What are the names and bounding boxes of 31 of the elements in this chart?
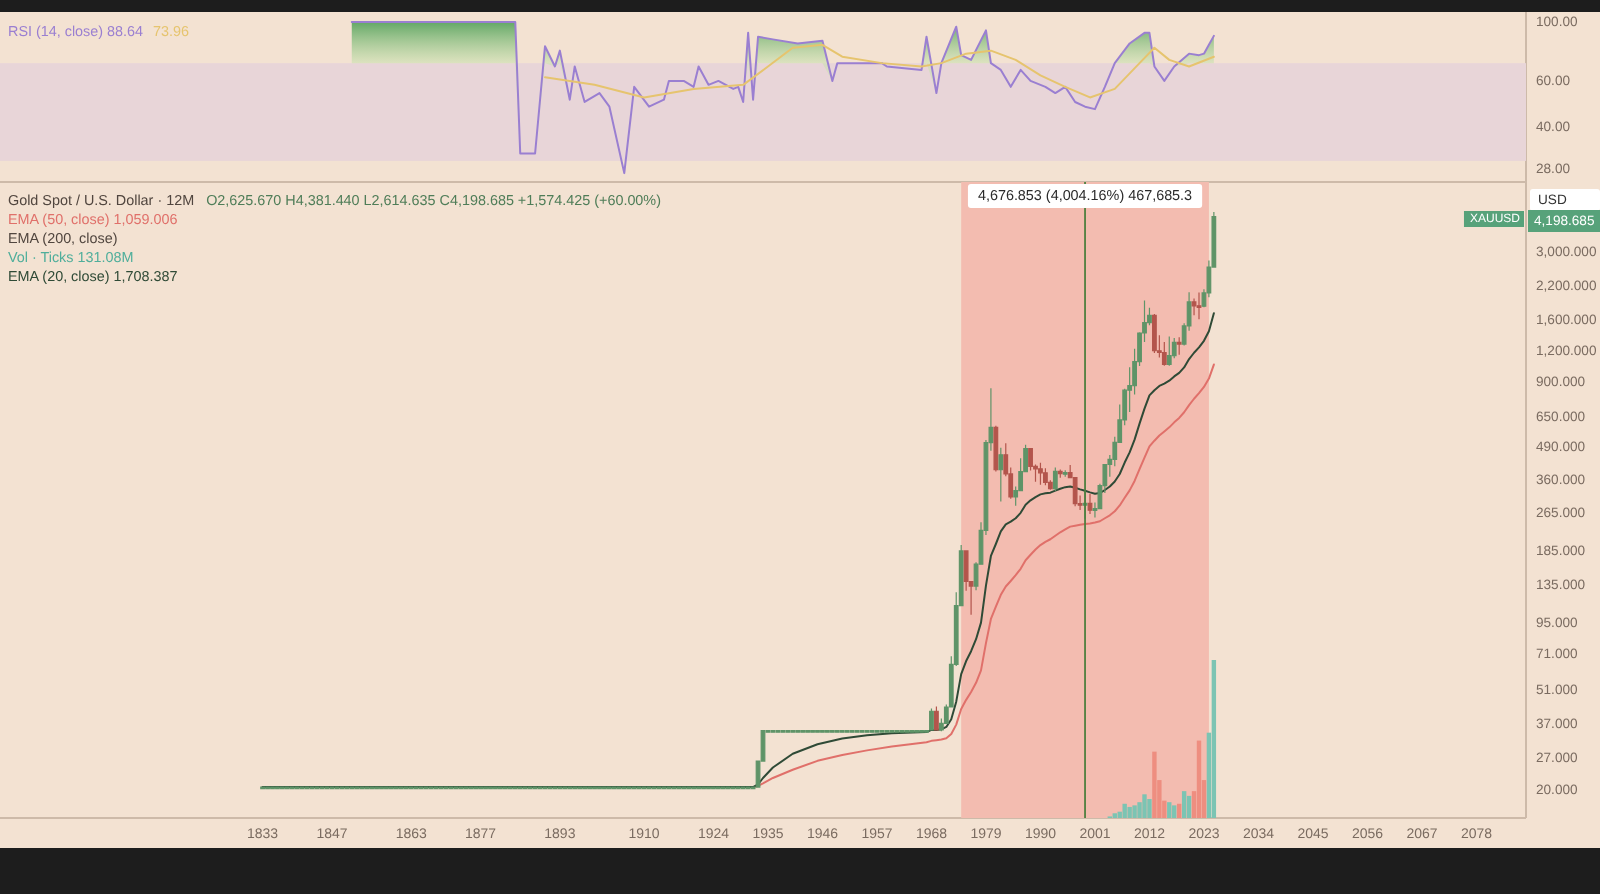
- bar: [1132, 805, 1137, 818]
- candlestick: [1087, 493, 1093, 515]
- bar: [1127, 806, 1132, 818]
- candlestick: [1152, 313, 1157, 354]
- bar: [1147, 799, 1152, 818]
- bar: [1211, 660, 1217, 818]
- bar: [1172, 805, 1177, 818]
- candlestick: [1062, 469, 1068, 478]
- candlestick: [1196, 292, 1202, 320]
- line-series: [544, 43, 1215, 99]
- candlestick: [1191, 297, 1197, 316]
- candlestick: [1052, 466, 1058, 492]
- candlestick: [993, 425, 999, 473]
- bar: [1142, 794, 1147, 818]
- candlestick: [934, 705, 939, 732]
- bar: [1167, 802, 1172, 818]
- candlestick: [1057, 469, 1063, 479]
- candlestick: [1161, 341, 1167, 367]
- candlestick: [1043, 467, 1048, 486]
- candlestick: [1171, 337, 1177, 359]
- candlestick: [1038, 462, 1043, 486]
- bar: [1122, 803, 1127, 818]
- bar: [1196, 740, 1202, 818]
- bar: [1137, 802, 1142, 818]
- candlestick: [998, 447, 1004, 502]
- bar: [1152, 751, 1157, 818]
- bar: [1181, 791, 1187, 818]
- candlestick: [1176, 336, 1182, 356]
- candlestick: [929, 707, 934, 732]
- candlestick: [1166, 335, 1172, 367]
- bar: [1186, 795, 1192, 818]
